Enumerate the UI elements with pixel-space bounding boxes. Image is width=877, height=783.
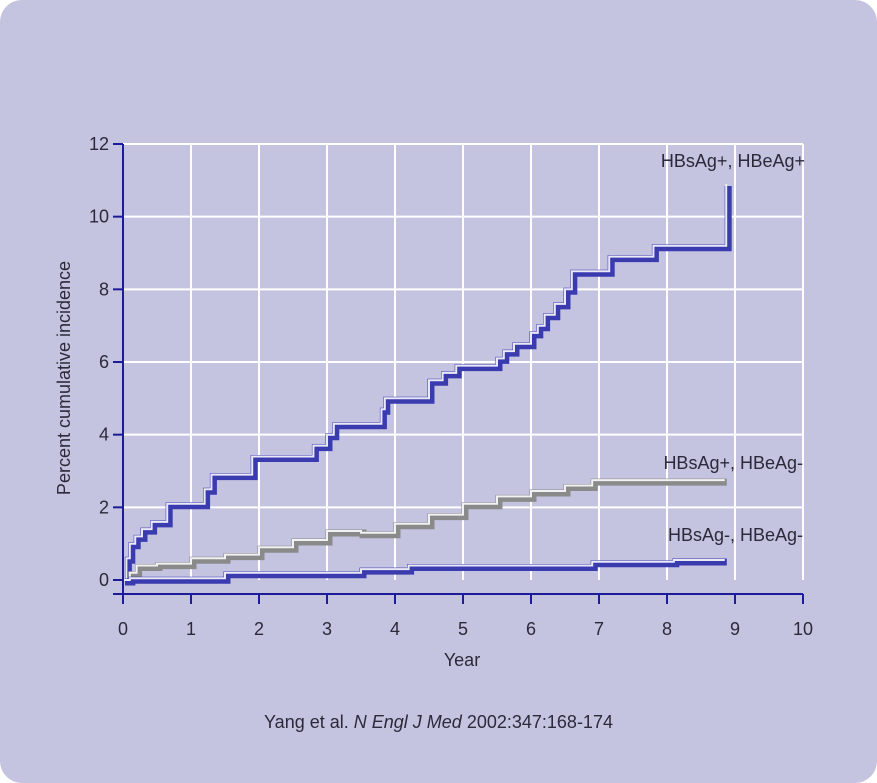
series-line <box>123 559 725 581</box>
y-tick-label: 10 <box>89 207 109 227</box>
series-line-outline <box>125 558 727 586</box>
series-line <box>123 479 725 581</box>
citation-journal: N Engl J Med <box>353 712 462 732</box>
axes <box>113 143 804 604</box>
citation-authors: Yang et al. <box>264 712 349 732</box>
x-tick-label: 10 <box>793 619 813 639</box>
series-line <box>123 184 728 581</box>
x-axis-title: Year <box>444 650 480 670</box>
y-tick-label: 2 <box>99 497 109 517</box>
series-line-outline <box>124 186 732 586</box>
x-tick-label: 4 <box>390 619 400 639</box>
x-tick-label: 1 <box>186 619 196 639</box>
series-label: HBsAg-, HBeAg- <box>668 525 803 545</box>
series-label: HBsAg+, HBeAg- <box>663 453 803 473</box>
series-layer <box>123 184 732 586</box>
y-tick-label: 0 <box>99 570 109 590</box>
series-label: HBsAg+, HBeAg+ <box>661 151 805 171</box>
y-tick-label: 4 <box>99 425 109 445</box>
y-axis-title: Percent cumulative incidence <box>54 261 74 495</box>
series-line-outline <box>125 478 727 586</box>
citation-ref: 2002:347:168-174 <box>466 712 613 732</box>
x-tick-label: 9 <box>730 619 740 639</box>
x-tick-label: 7 <box>594 619 604 639</box>
x-tick-label: 6 <box>526 619 536 639</box>
citation: Yang et al. N Engl J Med 2002:347:168-17… <box>0 712 877 733</box>
x-tick-label: 2 <box>254 619 264 639</box>
y-tick-label: 8 <box>99 279 109 299</box>
x-tick-label: 5 <box>458 619 468 639</box>
x-tick-label: 3 <box>322 619 332 639</box>
y-tick-label: 6 <box>99 352 109 372</box>
y-tick-label: 12 <box>89 134 109 154</box>
x-tick-label: 8 <box>662 619 672 639</box>
x-tick-label: 0 <box>118 619 128 639</box>
grid <box>123 143 804 580</box>
